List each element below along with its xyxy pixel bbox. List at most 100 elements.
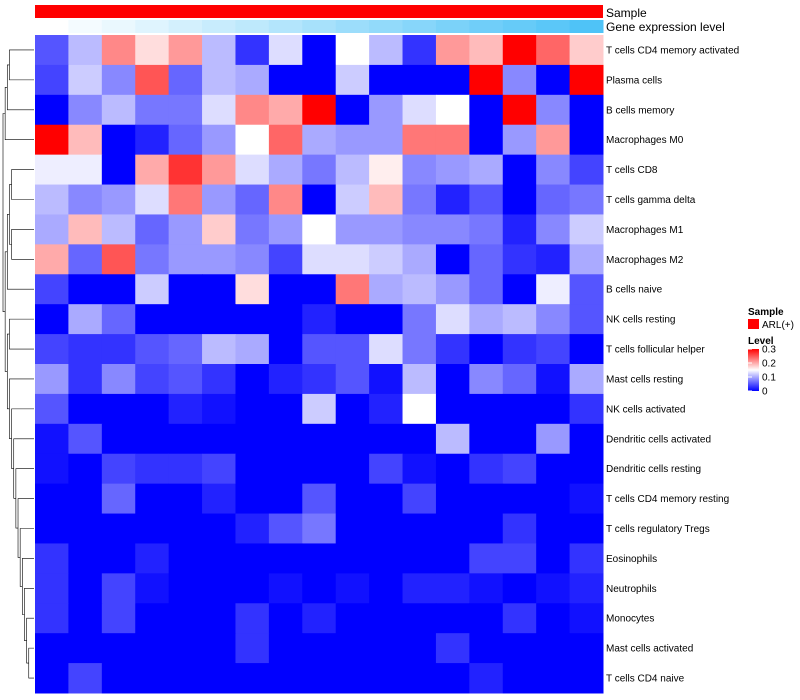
heatmap-cell (502, 184, 537, 215)
heatmap-cell (502, 663, 537, 694)
heatmap-cell (569, 274, 604, 305)
heatmap-cell (35, 543, 69, 574)
gene-expression-annotation-cell (335, 20, 370, 33)
heatmap-cell (369, 573, 404, 604)
heatmap-cell (202, 603, 236, 634)
heatmap-cell (536, 35, 571, 66)
heatmap-cell (369, 334, 404, 365)
gene-expression-annotation-cell (135, 20, 170, 33)
row-label: Mast cells activated (606, 644, 693, 655)
dendrogram-branch (2, 113, 6, 312)
heatmap-cell (35, 64, 69, 96)
heatmap-cell (68, 483, 103, 515)
gene-expression-annotation-cell (202, 20, 236, 33)
heatmap-cell (68, 35, 103, 66)
heatmap-cell (302, 214, 337, 245)
heatmap-cell (235, 573, 270, 604)
heatmap-cell (402, 543, 437, 574)
heatmap-cell (268, 633, 303, 664)
heatmap-cell (435, 483, 470, 515)
heatmap-cell (35, 184, 69, 215)
row-label: T cells CD4 naive (606, 674, 685, 685)
heatmap-cell (202, 214, 236, 245)
heatmap-cell (335, 94, 370, 126)
heatmap-cell (536, 124, 571, 156)
row-label: T cells regulatory Tregs (606, 524, 710, 535)
heatmap-cell (235, 244, 270, 275)
heatmap-cell (536, 423, 571, 455)
level-legend-title: Level (748, 336, 774, 347)
heatmap-cell (469, 364, 504, 395)
row-dendrogram (2, 49, 34, 679)
row-label: B cells naive (606, 285, 663, 296)
heatmap-cell (268, 663, 303, 694)
heatmap-cell (235, 393, 270, 425)
heatmap-cell (569, 124, 604, 156)
heatmap-cell (435, 423, 470, 455)
heatmap-cell (435, 364, 470, 395)
heatmap-cell (402, 214, 437, 245)
heatmap-cell (302, 603, 337, 634)
heatmap-cell (536, 483, 571, 515)
heatmap-cell (35, 244, 69, 275)
heatmap-cell (202, 244, 236, 275)
heatmap-cell (502, 423, 537, 455)
heatmap-cell (68, 214, 103, 245)
heatmap-cell (469, 423, 504, 455)
heatmap-cell (435, 35, 470, 66)
legend-tick-label: 0.3 (762, 345, 776, 356)
dendrogram-branch (17, 498, 34, 558)
heatmap-cell (469, 513, 504, 544)
heatmap-cell (101, 214, 136, 245)
heatmap-cell (569, 214, 604, 245)
heatmap-cell (402, 663, 437, 694)
gene-expression-annotation-cell (435, 20, 470, 33)
heatmap-cell (435, 94, 470, 126)
heatmap-cell (101, 663, 136, 694)
heatmap-cell (68, 393, 103, 425)
heatmap-cell (335, 364, 370, 395)
heatmap-cell (469, 304, 504, 335)
dendrogram-branch (9, 184, 12, 245)
heatmap-cell (101, 124, 136, 156)
heatmap-cell (302, 35, 337, 66)
heatmap-cell (502, 304, 537, 335)
heatmap-cell (302, 513, 337, 544)
heatmap-cell (202, 483, 236, 515)
heatmap-cell (235, 64, 270, 96)
heatmap-cell (469, 274, 504, 305)
heatmap-cell (469, 603, 504, 634)
heatmap-cell (235, 663, 270, 694)
heatmap-cell (435, 573, 470, 604)
heatmap-cell (202, 364, 236, 395)
heatmap-cell (402, 124, 437, 156)
heatmap-cell (268, 124, 303, 156)
gene-expression-annotation-cell (35, 20, 69, 33)
heatmap-cell (135, 35, 170, 66)
row-label: Macrophages M1 (606, 225, 684, 236)
heatmap-cell (135, 274, 170, 305)
heatmap-cell (569, 543, 604, 574)
heatmap-cell (335, 573, 370, 604)
heatmap-cell (502, 483, 537, 515)
heatmap-cell (369, 64, 404, 96)
heatmap-cell (369, 274, 404, 305)
sample-legend-title: Sample (748, 307, 784, 318)
heatmap-cell (202, 274, 236, 305)
heatmap-cell (202, 393, 236, 425)
heatmap-cell (268, 573, 303, 604)
gene-expression-annotation-cell (268, 20, 303, 33)
heatmap-cell (135, 633, 170, 664)
heatmap-cell (68, 304, 103, 335)
heatmap-cell (268, 364, 303, 395)
heatmap-cell (369, 483, 404, 515)
heatmap-cell (435, 334, 470, 365)
heatmap-cell (569, 334, 604, 365)
heatmap-cell (435, 154, 470, 186)
gene-expression-annotation-cell (369, 20, 404, 33)
heatmap-cell (235, 334, 270, 365)
heatmap-cell (135, 483, 170, 515)
heatmap-cell (235, 35, 270, 66)
heatmap-cell (202, 64, 236, 96)
heatmap-cell (101, 154, 136, 186)
